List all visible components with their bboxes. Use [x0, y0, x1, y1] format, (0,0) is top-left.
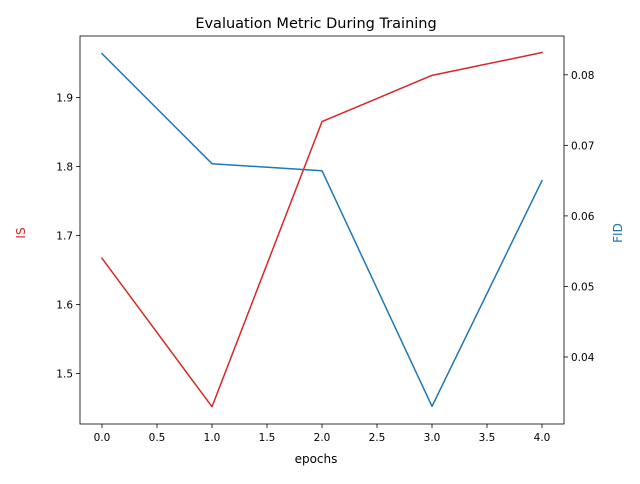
x-axis-label: epochs — [295, 452, 338, 466]
right-y-tick-label: 0.07 — [571, 140, 594, 152]
right-y-tick-label: 0.04 — [571, 352, 595, 364]
x-tick-label: 0.0 — [94, 432, 111, 444]
series-line-left — [100, 51, 543, 408]
right-y-tick-label: 0.08 — [571, 70, 594, 82]
left-y-tick-label: 1.7 — [56, 231, 73, 243]
left-y-tick-label: 1.6 — [56, 300, 73, 312]
left-y-tick-label: 1.9 — [56, 92, 73, 104]
left-y-axis-label: IS — [14, 227, 28, 238]
x-tick-label: 4.0 — [534, 432, 551, 444]
x-tick-label: 1.5 — [259, 432, 276, 444]
right-y-tick-label: 0.05 — [571, 281, 594, 293]
left-y-tick-label: 1.5 — [56, 369, 73, 381]
x-tick-label: 3.0 — [424, 432, 441, 444]
plot-area: 0.0 0.5 1.0 1.5 2.0 2.5 3.0 3.5 4.0 1.5 1.6 1.7 1.8 1… — [56, 35, 595, 444]
right-y-tick-label: 0.06 — [571, 211, 595, 223]
x-tick-label: 0.5 — [149, 432, 166, 444]
left-y-tick-label: 1.8 — [56, 161, 73, 173]
chart-title: Evaluation Metric During Training — [195, 16, 436, 32]
series-line-right — [100, 52, 544, 408]
x-tick-label: 2.0 — [314, 432, 331, 444]
right-y-axis-label: FID — [611, 223, 625, 243]
x-tick-label: 1.0 — [204, 432, 221, 444]
x-tick-label: 3.5 — [479, 432, 496, 444]
x-tick-label: 2.5 — [369, 432, 386, 444]
